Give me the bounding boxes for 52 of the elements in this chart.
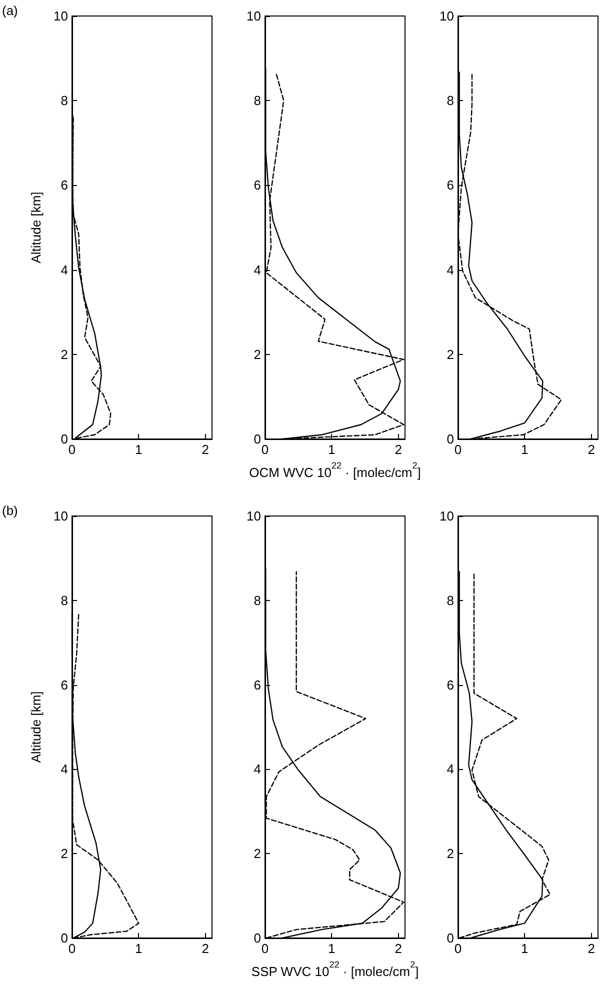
y-tick-label: 10 [440, 8, 454, 24]
y-tick-label: 4 [60, 762, 68, 777]
y-tick-label: 10 [246, 8, 261, 24]
y-tick-label: 8 [254, 592, 261, 608]
y-tick-label: 0 [446, 930, 454, 946]
y-tick-label: 10 [54, 8, 68, 24]
x-tick-label: 2 [394, 941, 402, 956]
y-tick-label: 0 [254, 930, 261, 946]
y-tick-label: 2 [60, 846, 68, 862]
x-tick-label: 1 [521, 442, 528, 457]
y-tick-label: 6 [446, 178, 454, 193]
y-tick-label: 10 [246, 508, 261, 524]
y-tick-label: 8 [60, 93, 68, 108]
y-tick-label: 10 [54, 508, 68, 524]
y-tick-label: 4 [254, 762, 261, 777]
x-tick-label: 1 [328, 941, 336, 956]
x-tick-label: 2 [394, 442, 402, 457]
x-tick-label: 1 [135, 941, 142, 956]
y-tick-label: 4 [446, 762, 454, 777]
y-tick-label: 8 [446, 93, 454, 108]
y-tick-label: 6 [60, 178, 68, 193]
x-tick-label: 2 [202, 941, 209, 956]
y-axis-title: Altitude [km] [28, 192, 44, 264]
y-tick-label: 2 [254, 846, 261, 862]
text: (a) [2, 3, 18, 18]
y-tick-label: 10 [440, 508, 454, 524]
y-tick-label: 2 [446, 846, 454, 862]
y-tick-label: 8 [60, 592, 68, 608]
y-tick-label: 6 [254, 677, 261, 692]
y-tick-label: 0 [60, 930, 68, 946]
y-tick-label: 4 [60, 262, 68, 278]
y-tick-label: 4 [446, 262, 454, 278]
y-tick-label: 0 [60, 432, 68, 446]
y-tick-label: 2 [254, 346, 261, 362]
y-tick-label: 6 [60, 677, 68, 692]
x-tick-label: 1 [521, 941, 528, 956]
x-tick-label: 1 [328, 442, 336, 457]
x-tick-label: 1 [135, 442, 142, 457]
text: (b) [2, 503, 18, 518]
x-tick-label: 2 [588, 442, 595, 457]
y-tick-label: 4 [254, 262, 261, 278]
y-tick-label: 8 [446, 592, 454, 608]
y-tick-label: 2 [446, 346, 454, 362]
x-tick-label: 2 [588, 941, 595, 956]
y-tick-label: 2 [60, 346, 68, 362]
y-tick-label: 0 [446, 432, 454, 446]
x-tick-label: 2 [202, 442, 209, 457]
y-tick-label: 6 [254, 178, 261, 193]
y-tick-label: 8 [254, 93, 261, 108]
y-tick-label: 6 [446, 677, 454, 692]
y-tick-label: 0 [254, 432, 261, 446]
y-axis-title: Altitude [km] [28, 691, 44, 763]
